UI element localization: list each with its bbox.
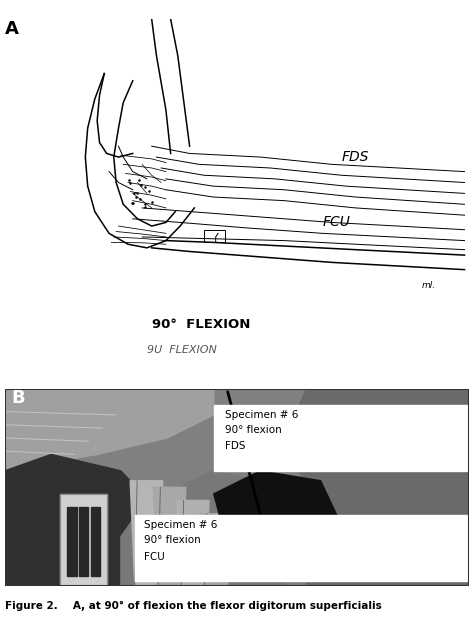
Bar: [91, 507, 100, 576]
Polygon shape: [5, 389, 214, 471]
Text: 9U  FLEXION: 9U FLEXION: [147, 345, 217, 355]
Polygon shape: [130, 481, 163, 586]
Polygon shape: [121, 471, 307, 586]
Polygon shape: [177, 501, 209, 586]
Text: A: A: [5, 20, 18, 38]
Text: ml.: ml.: [422, 281, 436, 290]
Text: Specimen # 6: Specimen # 6: [226, 410, 299, 420]
Text: 90°  FLEXION: 90° FLEXION: [152, 318, 250, 331]
Polygon shape: [200, 513, 232, 586]
Bar: [61, 494, 107, 586]
Bar: [79, 507, 88, 576]
Text: A, at 90° of flexion the flexor digitorum superficialis: A, at 90° of flexion the flexor digitoru…: [62, 601, 382, 611]
Polygon shape: [214, 471, 339, 553]
Polygon shape: [154, 487, 186, 586]
Text: FDS: FDS: [341, 150, 369, 164]
Polygon shape: [283, 389, 469, 586]
Bar: [204, 230, 225, 243]
Text: 90° flexion: 90° flexion: [144, 535, 201, 545]
Text: FCU: FCU: [322, 215, 350, 229]
Bar: [135, 515, 467, 581]
Polygon shape: [61, 494, 107, 586]
Bar: [214, 405, 467, 471]
Text: B: B: [12, 389, 25, 408]
Polygon shape: [5, 454, 167, 586]
Text: Figure 2.: Figure 2.: [5, 601, 57, 611]
Text: Specimen # 6: Specimen # 6: [144, 520, 218, 530]
Bar: [67, 507, 77, 576]
Text: FCU: FCU: [144, 552, 165, 562]
Text: FDS: FDS: [226, 441, 246, 452]
Text: 90° flexion: 90° flexion: [226, 425, 282, 435]
